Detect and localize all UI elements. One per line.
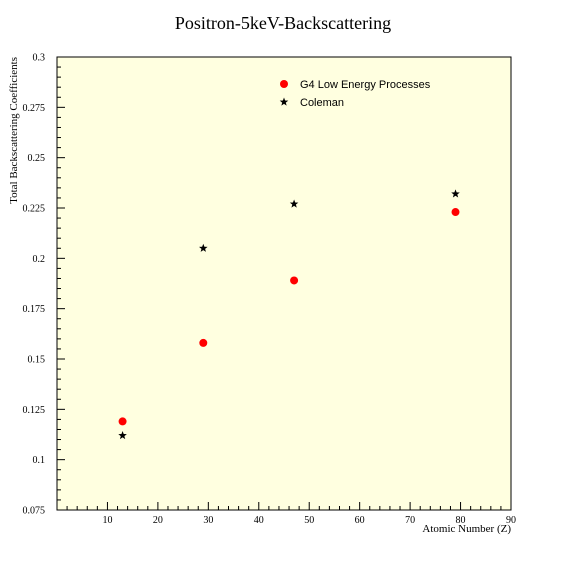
y-tick-label: 0.125 [23,405,46,416]
chart-title: Positron-5keV-Backscattering [175,13,391,33]
x-tick-label: 40 [254,515,264,526]
y-tick-label: 0.1 [33,455,46,466]
y-tick-label: 0.25 [28,153,46,164]
x-tick-label: 10 [102,515,112,526]
x-axis-ticks: 10 20 30 40 50 60 70 80 90 [56,502,516,526]
y-axis-title: Total Backscattering Coefficients [8,57,20,204]
data-point-circle [290,276,299,285]
x-tick-label: 60 [355,515,365,526]
plot-area [56,56,512,511]
x-tick-label: 90 [506,515,516,526]
x-axis-title: Atomic Number (Z) [422,523,511,535]
x-tick-label: 30 [203,515,213,526]
y-tick-label: 0.3 [33,53,46,64]
y-tick-label: 0.075 [23,506,46,517]
legend: G4 Low Energy Processes Coleman [279,79,431,109]
y-tick-label: 0.15 [28,355,46,366]
data-point-star [199,243,208,252]
y-tick-label: 0.175 [23,304,46,315]
legend-label: G4 Low Energy Processes [300,79,431,91]
x-tick-label: 50 [304,515,314,526]
legend-marker [279,97,289,106]
y-tick-label: 0.275 [23,103,46,114]
x-tick-label: 80 [456,515,466,526]
data-point-circle [118,417,127,426]
y-axis-ticks: 0.075 0.1 0.125 0.15 0.175 0.2 0.225 0.25 0.275 0… [23,53,65,517]
data-point-star [118,431,127,440]
x-tick-label: 20 [153,515,163,526]
x-tick-label: 70 [405,515,415,526]
legend-label: Coleman [300,97,344,109]
data-point-star [451,189,460,198]
y-tick-label: 0.225 [23,204,46,215]
data-point-circle [451,208,460,217]
data-points [118,189,460,440]
legend-marker [280,80,288,88]
y-tick-label: 0.2 [33,254,46,265]
data-point-circle [199,338,208,347]
data-point-star [289,199,299,208]
